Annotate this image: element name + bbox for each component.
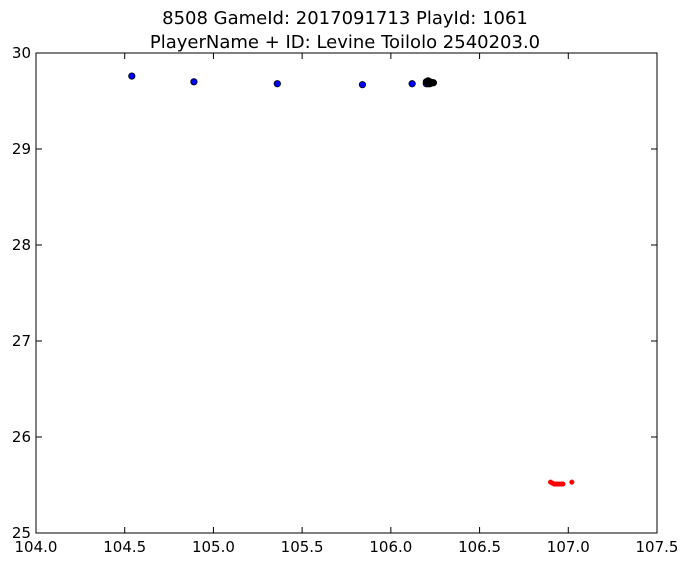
y-tick-label: 26 xyxy=(12,428,31,446)
data-point-series-0 xyxy=(273,80,281,88)
x-tick-label: 105.5 xyxy=(281,538,324,556)
data-point-series-2 xyxy=(560,481,566,487)
y-tick-label: 30 xyxy=(12,44,31,62)
x-tick-label: 107.0 xyxy=(547,538,590,556)
chart-title: 8508 GameId: 2017091713 PlayId: 1061 xyxy=(162,8,528,29)
data-point-series-0 xyxy=(408,80,416,88)
x-tick-label: 106.5 xyxy=(458,538,501,556)
x-tick-label: 106.0 xyxy=(369,538,412,556)
data-points xyxy=(128,72,575,487)
y-tick-label: 27 xyxy=(12,332,31,350)
data-point-series-0 xyxy=(128,72,136,80)
data-point-series-1 xyxy=(428,79,436,87)
x-tick-label: 104.5 xyxy=(103,538,146,556)
data-point-series-2 xyxy=(569,479,575,485)
y-tick-label: 29 xyxy=(12,140,31,158)
y-tick-label: 25 xyxy=(12,524,31,542)
x-tick-label: 104.0 xyxy=(15,538,58,556)
plot-frame xyxy=(35,52,658,534)
axis-ticks: 104.0 104.5 105.0 105.5 106.0 106.5 107.0 107.5… xyxy=(12,44,679,556)
x-tick-label: 107.5 xyxy=(636,538,679,556)
x-tick-label: 105.0 xyxy=(192,538,235,556)
data-point-series-0 xyxy=(358,81,367,89)
y-tick-label: 28 xyxy=(12,236,31,254)
chart-subtitle: PlayerName + ID: Levine Toilolo 2540203.… xyxy=(150,32,540,53)
data-point-series-0 xyxy=(190,78,198,86)
